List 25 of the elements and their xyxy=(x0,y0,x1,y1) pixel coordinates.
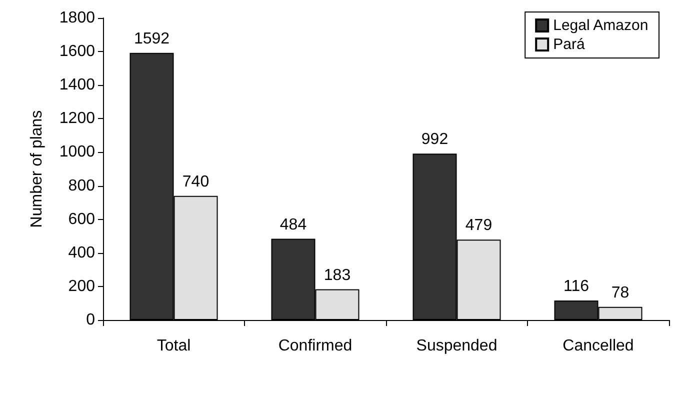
data-label: 116 xyxy=(563,278,590,296)
y-tick-label: 1800 xyxy=(59,10,96,26)
data-label: 479 xyxy=(465,217,492,234)
y-tick-label: 1600 xyxy=(59,43,96,60)
data-label: 1592 xyxy=(134,30,170,48)
x-tick-label: Suspended xyxy=(416,338,498,354)
y-tick-label: 1000 xyxy=(59,144,96,161)
y-tick-label: 200 xyxy=(68,278,96,295)
y-tick-label: 600 xyxy=(68,210,96,228)
y-axis-title: Number of plans xyxy=(28,110,46,228)
legend-label: Legal Amazon xyxy=(553,17,648,34)
y-tick-label: 1200 xyxy=(59,110,96,128)
x-tick-label: Total xyxy=(156,338,191,354)
x-tick-label: Cancelled xyxy=(562,338,634,354)
y-tick-label: 400 xyxy=(68,244,96,262)
y-tick-label: 800 xyxy=(68,177,96,194)
legend-label: Pará xyxy=(553,36,586,53)
y-tick-label: 0 xyxy=(86,312,96,328)
y-tick-label: 1400 xyxy=(59,76,96,94)
x-tick-label: Confirmed xyxy=(278,338,352,354)
data-label: 78 xyxy=(611,284,630,302)
data-label: 740 xyxy=(182,173,210,190)
data-label: 484 xyxy=(280,216,307,234)
data-label: 992 xyxy=(421,131,448,148)
data-label: 183 xyxy=(324,266,351,284)
